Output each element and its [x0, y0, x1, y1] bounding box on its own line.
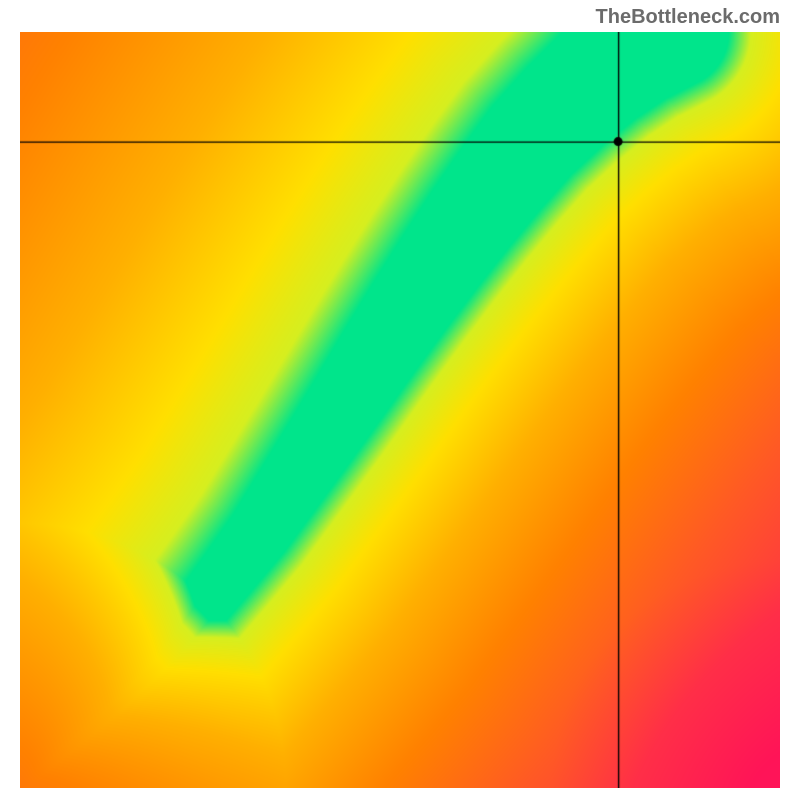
chart-container: { "watermark": "TheBottleneck.com", "cha… — [0, 0, 800, 800]
bottleneck-heatmap — [20, 32, 780, 788]
watermark-text: TheBottleneck.com — [596, 6, 780, 29]
